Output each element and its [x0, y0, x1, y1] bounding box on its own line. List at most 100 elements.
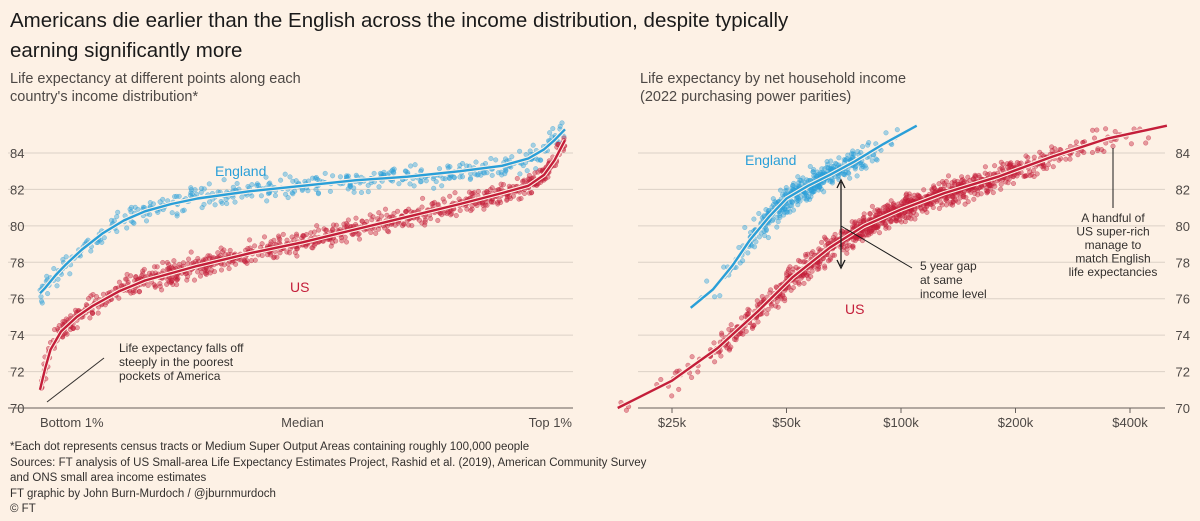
us-dot: [803, 253, 809, 260]
us-dot: [429, 201, 435, 207]
england-dot: [150, 201, 156, 207]
england-dot: [527, 148, 533, 154]
us-dot: [168, 264, 174, 270]
us-dot: [186, 256, 192, 262]
us-dot: [376, 210, 382, 216]
y-tick-label: 70: [1176, 401, 1190, 416]
england-dot: [234, 180, 240, 187]
us-dot: [745, 306, 751, 312]
england-dot: [45, 291, 51, 297]
us-dot: [985, 189, 991, 195]
us-dot: [359, 218, 365, 224]
us-dot: [959, 174, 965, 180]
us-dot: [191, 277, 198, 283]
england-dot: [813, 172, 819, 178]
england-dot: [418, 167, 425, 173]
us-dot: [1021, 173, 1027, 180]
us-dot: [809, 268, 815, 274]
y-tick-label: 72: [1176, 365, 1190, 380]
england-dot: [436, 166, 443, 172]
england-dot: [290, 178, 296, 184]
england-dot: [769, 218, 776, 224]
us-dot: [1090, 127, 1096, 133]
us-dot: [369, 217, 375, 223]
x-tick-label: $100k: [883, 415, 919, 430]
us-dot: [510, 193, 516, 199]
us-dot: [888, 218, 894, 224]
england-dot: [249, 193, 255, 199]
england-dot: [753, 239, 759, 245]
england-dot: [457, 162, 463, 168]
us-dot: [936, 181, 942, 187]
us-dot: [949, 194, 955, 200]
us-dot: [1031, 154, 1037, 160]
us-dot: [998, 186, 1004, 192]
us-dot: [384, 212, 390, 218]
footnote: *Each dot represents census tracts or Me…: [10, 441, 530, 453]
us-dot: [1050, 164, 1056, 170]
england-dot: [704, 278, 710, 284]
us-dot: [276, 235, 282, 241]
us-dot: [796, 281, 802, 287]
us-dot: [941, 180, 947, 186]
us-dot: [252, 243, 258, 249]
england-dot: [124, 225, 130, 231]
us-dot: [218, 245, 224, 251]
us-dot: [1063, 156, 1069, 162]
us-dot: [244, 258, 250, 264]
england-dot: [174, 193, 180, 199]
england-dot: [829, 180, 835, 186]
us-dot: [924, 209, 930, 215]
us-dot: [913, 212, 919, 218]
england-dot: [865, 142, 871, 148]
us-dot: [1045, 162, 1051, 168]
england-dot: [800, 175, 806, 181]
us-dot: [825, 258, 832, 264]
us-dot: [495, 199, 501, 205]
england-dot: [538, 157, 544, 163]
england-dot: [784, 209, 790, 215]
us-dot: [498, 181, 504, 187]
us-dot: [330, 226, 336, 232]
us-dot: [1052, 146, 1058, 152]
england-dot: [181, 207, 187, 213]
england-dot: [254, 182, 260, 189]
us-dot: [60, 318, 66, 325]
us-dot: [1143, 140, 1149, 146]
england-dot: [111, 218, 117, 224]
us-dot: [75, 308, 81, 314]
us-dot: [100, 291, 106, 297]
us-dot: [244, 260, 250, 266]
us-dot: [435, 217, 441, 224]
england-dot: [51, 266, 57, 272]
us-label: US: [290, 279, 309, 295]
us-dot: [93, 294, 100, 300]
copyright: © FT: [10, 503, 36, 515]
us-dot: [247, 245, 253, 251]
us-dot: [907, 193, 913, 200]
us-dot: [1004, 161, 1010, 167]
us-dot: [292, 250, 298, 256]
us-dot: [123, 276, 129, 282]
us-dot: [754, 302, 760, 308]
us-dot: [538, 179, 544, 185]
us-dot: [1073, 139, 1079, 145]
england-dot: [407, 181, 413, 187]
us-dot: [869, 203, 875, 209]
x-tick-label: Median: [281, 415, 324, 430]
us-dot: [284, 237, 290, 243]
england-dot: [550, 126, 556, 132]
england-dot: [524, 168, 530, 174]
us-dot: [173, 275, 179, 281]
us-dot: [166, 279, 172, 285]
us-dot: [440, 196, 446, 202]
us-dot: [738, 330, 744, 337]
us-dot: [874, 225, 880, 231]
us-dot: [850, 224, 856, 230]
us-dot: [1128, 141, 1134, 147]
us-dot: [751, 323, 757, 329]
y-tick-label: 84: [1176, 146, 1190, 161]
england-dot: [114, 214, 120, 220]
us-dot: [795, 257, 802, 263]
